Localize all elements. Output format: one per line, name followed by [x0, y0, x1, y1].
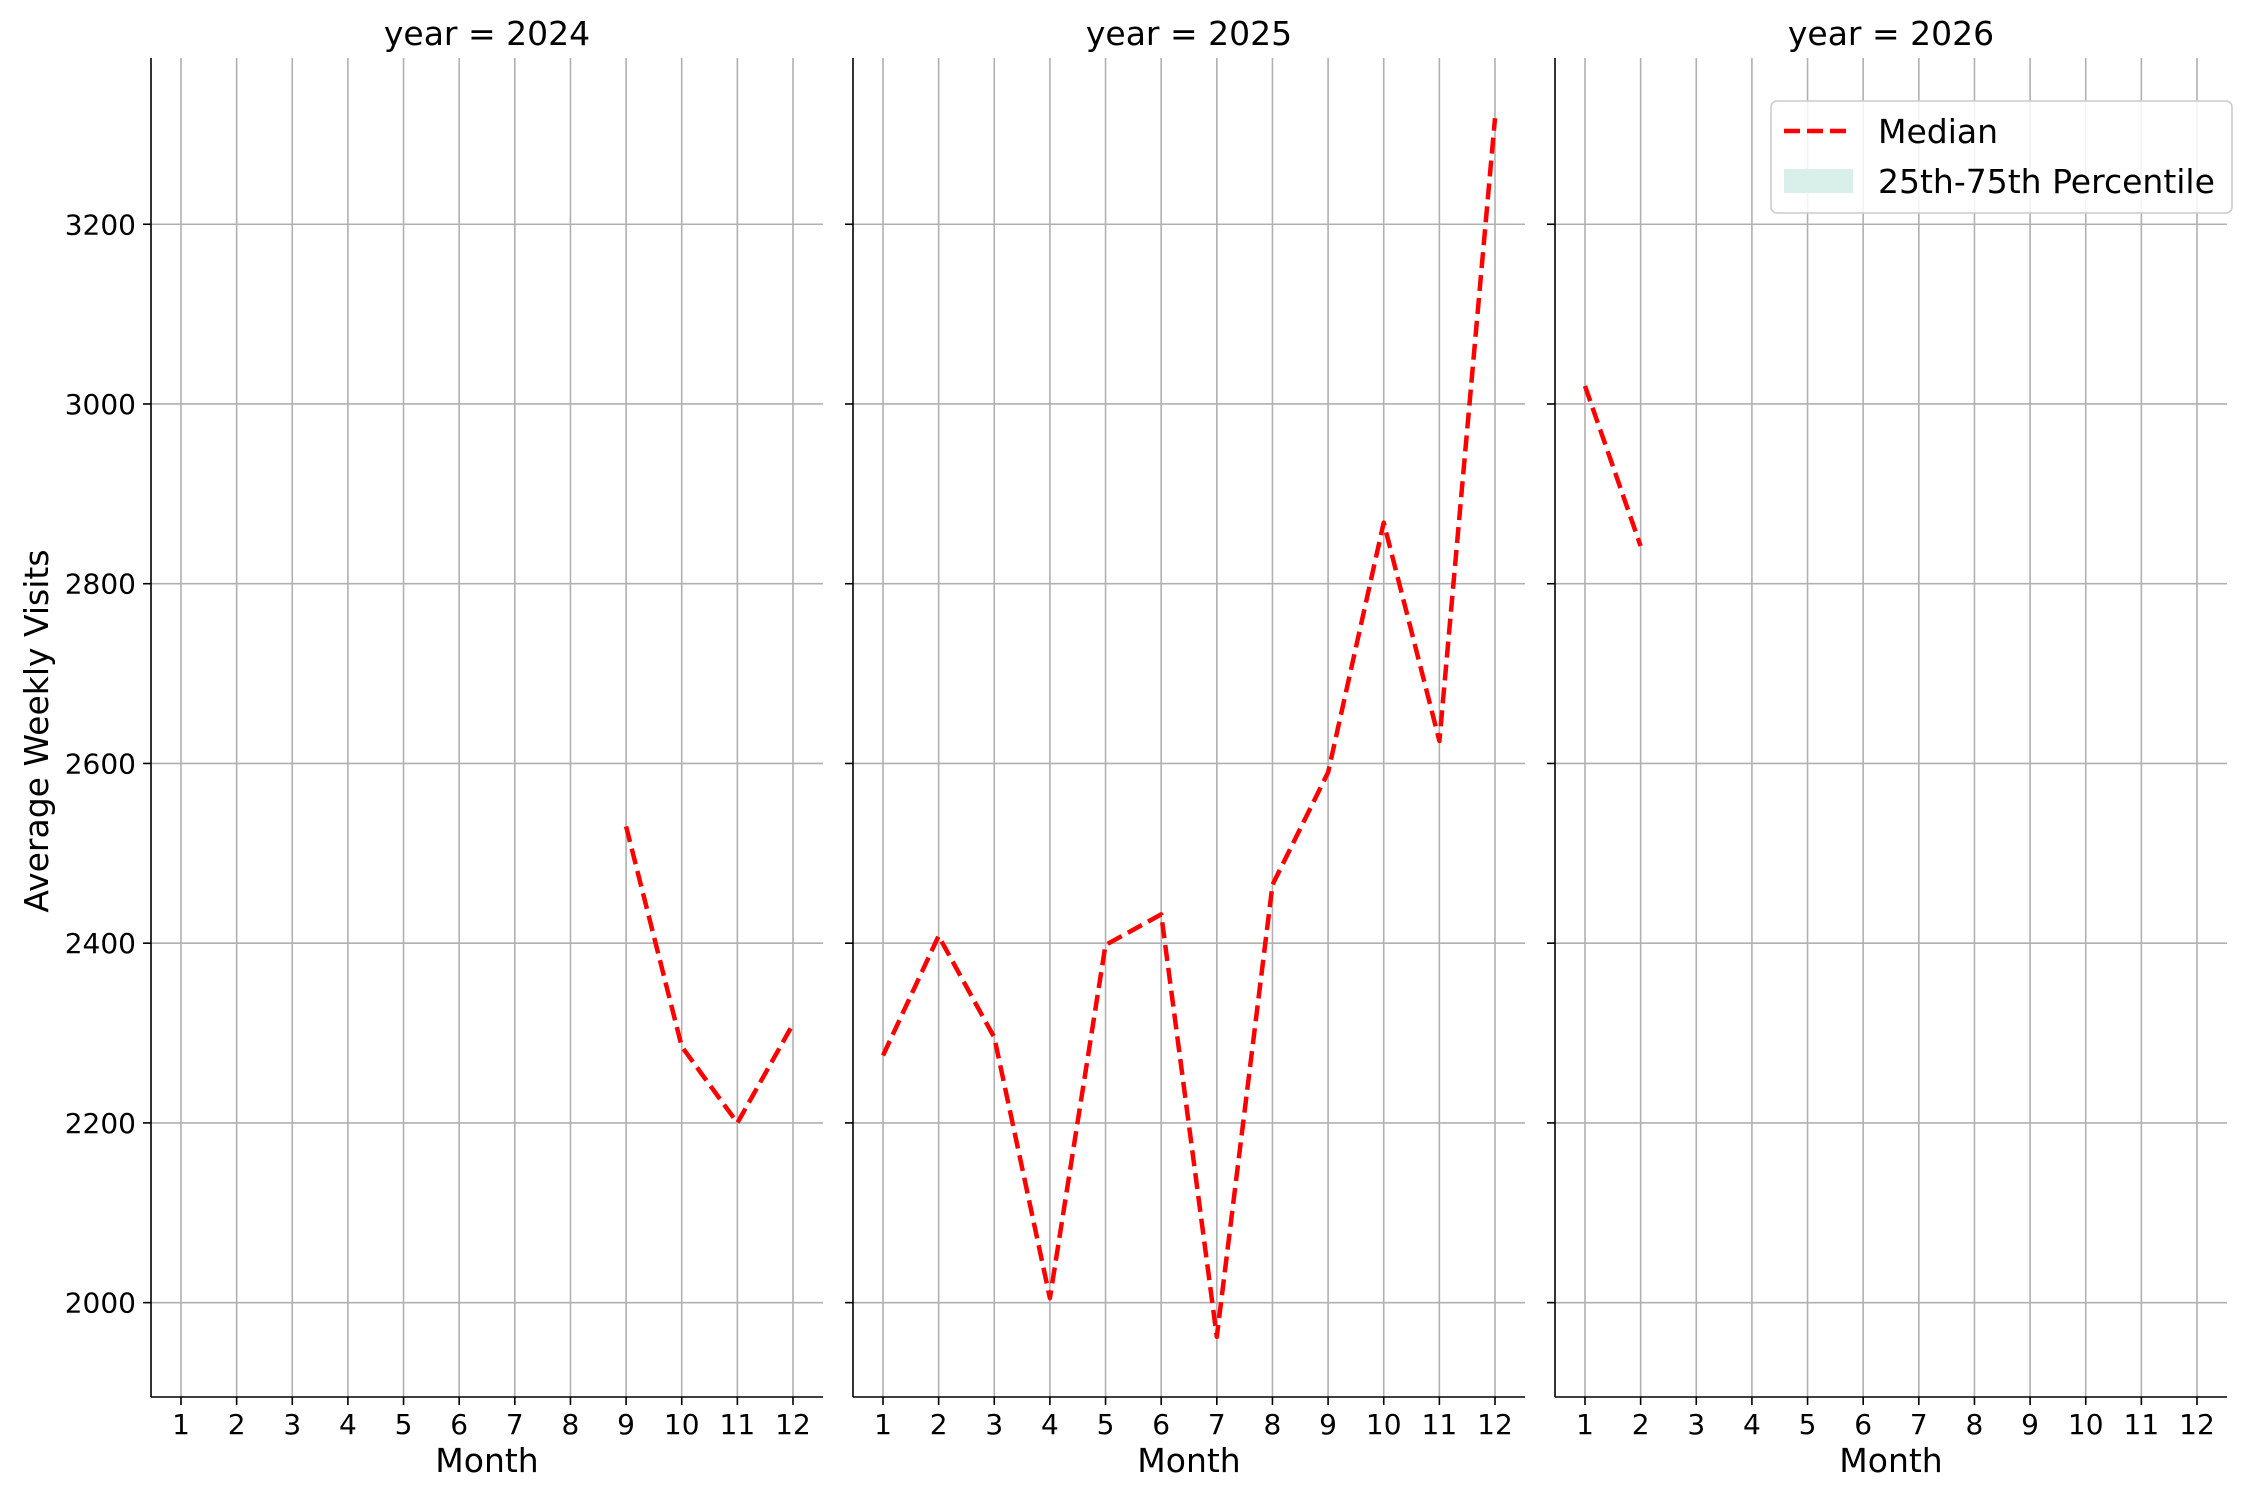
- gridlines: [151, 58, 823, 1397]
- y-tick-label: 2400: [65, 927, 136, 960]
- x-tick-label: 7: [506, 1408, 524, 1441]
- x-tick-label: 8: [1264, 1408, 1282, 1441]
- x-axis-label: Month: [1839, 1441, 1942, 1480]
- y-tick-label: 2600: [65, 747, 136, 780]
- x-tick-label: 4: [1041, 1408, 1059, 1441]
- x-axis-label: Month: [1137, 1441, 1240, 1480]
- x-tick-label: 3: [985, 1408, 1003, 1441]
- y-tick-label: 2200: [65, 1107, 136, 1140]
- panel-title: year = 2026: [1788, 14, 1994, 53]
- y-axis-label: Average Weekly Visits: [17, 549, 56, 912]
- x-tick-label: 11: [2124, 1408, 2160, 1441]
- x-tick-label: 7: [1910, 1408, 1928, 1441]
- x-tick-label: 10: [1366, 1408, 1402, 1441]
- panel-title: year = 2025: [1086, 14, 1292, 53]
- panel-1: 1 2 3 4 5 6 7 8 9 10 11 122000220024002600280030003…: [65, 14, 823, 1480]
- median-series-line: [880, 117, 1498, 1340]
- x-tick-label: 8: [1966, 1408, 1984, 1441]
- panel-title: year = 2024: [384, 14, 590, 53]
- legend-percentile-swatch: [1784, 169, 1853, 193]
- median-series-line: [623, 825, 795, 1126]
- x-tick-label: 2: [1632, 1408, 1650, 1441]
- x-tick-label: 1: [1576, 1408, 1594, 1441]
- x-axis-label: Month: [435, 1441, 538, 1480]
- x-tick-label: 10: [2068, 1408, 2104, 1441]
- y-tick-label: 2000: [65, 1287, 136, 1320]
- x-tick-label: 6: [1854, 1408, 1872, 1441]
- x-tick-label: 9: [1319, 1408, 1337, 1441]
- x-tick-label: 5: [1799, 1408, 1817, 1441]
- legend-label: Median: [1878, 112, 1998, 151]
- facet-panels: 1 2 3 4 5 6 7 8 9 10 11 122000220024002600280030003…: [65, 14, 2227, 1480]
- gridlines: [1555, 58, 2227, 1397]
- x-tick-label: 4: [1743, 1408, 1761, 1441]
- x-tick-label: 1: [172, 1408, 190, 1441]
- x-tick-label: 2: [228, 1408, 246, 1441]
- x-tick-label: 10: [664, 1408, 700, 1441]
- x-tick-label: 3: [283, 1408, 301, 1441]
- x-tick-label: 6: [1152, 1408, 1170, 1441]
- x-tick-label: 12: [775, 1408, 811, 1441]
- x-tick-label: 9: [2021, 1408, 2039, 1441]
- x-tick-label: 6: [450, 1408, 468, 1441]
- legend-label: 25th-75th Percentile: [1878, 162, 2215, 201]
- y-tick-label: 3200: [65, 208, 136, 241]
- x-tick-label: 8: [562, 1408, 580, 1441]
- x-tick-label: 1: [874, 1408, 892, 1441]
- x-tick-label: 9: [617, 1408, 635, 1441]
- x-tick-label: 12: [2179, 1408, 2215, 1441]
- x-tick-label: 4: [339, 1408, 357, 1441]
- median-series-line: [1582, 385, 1643, 547]
- x-tick-label: 5: [1097, 1408, 1115, 1441]
- x-tick-label: 12: [1477, 1408, 1513, 1441]
- legend: Median 25th-75th Percentile: [1770, 100, 2233, 214]
- x-tick-label: 7: [1208, 1408, 1226, 1441]
- x-tick-label: 11: [720, 1408, 756, 1441]
- y-tick-label: 3000: [65, 388, 136, 421]
- y-tick-label: 2800: [65, 568, 136, 601]
- x-tick-label: 3: [1687, 1408, 1705, 1441]
- x-tick-label: 5: [395, 1408, 413, 1441]
- legend-box: [1770, 100, 2233, 214]
- gridlines: [853, 58, 1525, 1397]
- x-tick-label: 2: [930, 1408, 948, 1441]
- x-tick-label: 11: [1422, 1408, 1458, 1441]
